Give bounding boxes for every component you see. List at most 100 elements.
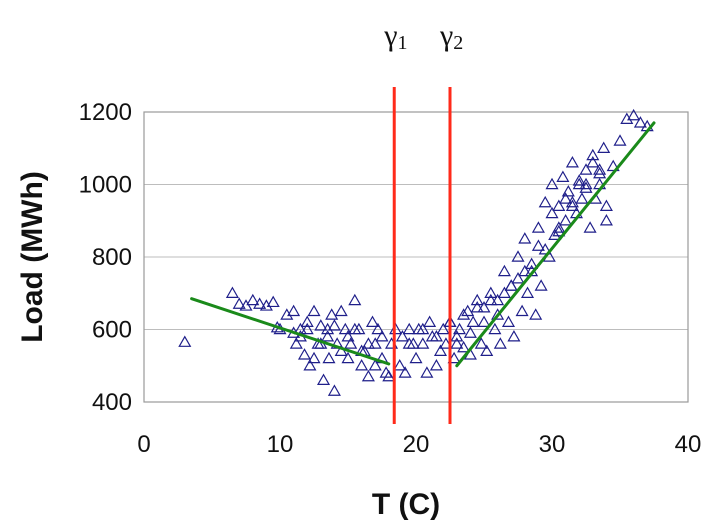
data-point: [556, 170, 570, 182]
data-point: [497, 264, 511, 277]
data-point: [504, 279, 518, 291]
data-point: [416, 337, 430, 349]
data-point: [402, 322, 416, 335]
data-point: [575, 192, 589, 204]
data-point: [627, 108, 641, 121]
x-tick-label: 10: [267, 431, 294, 458]
data-point: [393, 359, 407, 371]
data-point: [552, 224, 566, 237]
data-point: [457, 308, 471, 320]
data-point: [348, 322, 362, 335]
data-point: [593, 166, 607, 179]
data-point: [477, 301, 491, 313]
y-tick-label: 800: [92, 244, 132, 271]
data-point: [327, 384, 341, 396]
data-point: [321, 322, 335, 335]
data-point: [316, 373, 331, 385]
y-tick-label: 400: [92, 389, 132, 416]
data-point: [520, 286, 535, 298]
data-point: [501, 315, 516, 327]
data-point: [480, 344, 494, 356]
data-point: [327, 319, 341, 331]
data-point: [266, 295, 280, 308]
data-point: [178, 335, 192, 347]
data-point: [368, 359, 382, 371]
threshold-label: γ1: [383, 19, 407, 54]
data-point: [633, 116, 647, 128]
data-point: [303, 359, 317, 371]
data-point: [307, 351, 321, 364]
data-point: [565, 195, 579, 208]
data-point: [287, 304, 301, 317]
data-point: [538, 195, 552, 208]
gridlines: [144, 111, 688, 403]
data-point: [572, 174, 586, 186]
data-point: [348, 293, 362, 306]
data-point: [474, 337, 488, 349]
data-point: [409, 351, 423, 364]
data-point: [416, 322, 430, 335]
data-point: [325, 308, 339, 320]
data-point: [344, 337, 358, 349]
data-point: [586, 148, 600, 161]
data-point: [488, 322, 502, 335]
data-point: [620, 112, 634, 124]
data-point: [579, 163, 593, 175]
data-point: [511, 272, 525, 284]
data-point: [280, 308, 294, 320]
data-point: [423, 315, 437, 327]
data-point: [341, 330, 355, 342]
x-tick-label: 20: [403, 431, 430, 458]
data-point: [314, 319, 328, 331]
fit-lines: [190, 121, 656, 368]
data-point: [529, 308, 543, 320]
data-point: [493, 337, 507, 349]
data-point: [368, 337, 382, 349]
data-point: [289, 337, 303, 349]
data-point: [561, 185, 575, 197]
data-point: [395, 330, 409, 342]
data-point: [484, 293, 498, 306]
data-point: [613, 134, 627, 146]
data-point: [531, 239, 545, 251]
data-point: [599, 199, 613, 211]
data-point: [450, 337, 464, 349]
data-point: [583, 221, 597, 233]
data-point: [307, 304, 321, 317]
data-points: [178, 108, 654, 396]
data-point: [518, 232, 532, 244]
data-point: [365, 315, 380, 327]
data-point: [382, 369, 396, 382]
data-point: [361, 337, 375, 349]
data-point: [504, 279, 518, 291]
data-point: [232, 297, 246, 309]
data-point: [548, 228, 562, 240]
data-point: [300, 315, 314, 327]
plot-frame: [143, 111, 689, 403]
data-point: [491, 293, 505, 306]
data-point: [225, 286, 239, 298]
data-point: [572, 177, 586, 190]
data-point: [398, 366, 412, 378]
data-point: [586, 156, 600, 168]
data-point: [321, 330, 335, 342]
data-point: [341, 351, 355, 364]
data-point: [420, 366, 434, 378]
data-point: [477, 315, 491, 327]
x-tick-label: 0: [137, 431, 150, 458]
data-point: [559, 192, 573, 204]
y-tick-label: 600: [92, 317, 132, 344]
y-axis-title: Load (MWh): [16, 171, 49, 343]
data-point: [429, 359, 443, 371]
data-point: [470, 293, 484, 306]
data-point: [239, 299, 253, 311]
data-point: [534, 279, 548, 291]
data-point: [429, 330, 443, 342]
data-point: [300, 322, 314, 335]
data-point: [599, 214, 613, 226]
data-point: [579, 177, 593, 190]
data-point: [450, 330, 464, 342]
data-point: [518, 264, 532, 277]
data-point: [402, 337, 416, 349]
